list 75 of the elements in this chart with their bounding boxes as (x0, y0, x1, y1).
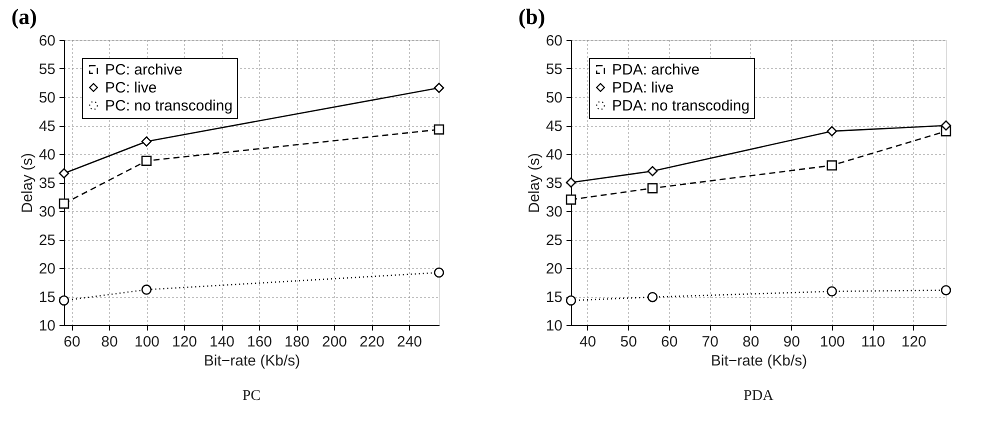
x-tick-label: 40 (579, 334, 596, 350)
point (826, 286, 837, 296)
point (434, 82, 444, 93)
x-tick-label: 180 (284, 334, 310, 350)
y-tick-label: 30 (38, 204, 56, 220)
y-tick-label: 15 (38, 289, 56, 306)
legend-label: PDA: live (612, 80, 674, 96)
legend-label: PC: archive (105, 62, 183, 78)
y-tick-label: 10 (546, 318, 562, 334)
y-tick-label: 35 (546, 175, 562, 192)
x-tick-label: 60 (64, 334, 80, 350)
point (58, 168, 70, 178)
chart-title: (a) (11, 4, 37, 29)
x-tick-label: 80 (742, 334, 760, 350)
y-tick-label: 50 (38, 90, 56, 106)
point (647, 183, 658, 194)
y-tick-label: 40 (38, 146, 56, 164)
y-tick-label: 45 (546, 118, 562, 135)
x-axis-title: Bit−rate (Kb/s) (710, 352, 808, 370)
legend-label: PC: no transcoding (105, 98, 233, 114)
y-tick-label: 40 (546, 146, 562, 164)
y-axis-title: Delay (s) (18, 152, 36, 214)
y-tick-label: 15 (546, 289, 562, 306)
y-tick-label: 25 (38, 232, 56, 249)
text: PDA (743, 388, 774, 404)
y-axis-title: Delay (s) (526, 152, 543, 214)
x-tick-label: 100 (134, 334, 160, 350)
point (647, 292, 658, 302)
x-tick-label: 160 (246, 334, 272, 350)
y-tick-label: 60 (546, 32, 562, 50)
x-tick-label: 120 (172, 334, 198, 350)
point (58, 198, 70, 209)
y-tick-label: 50 (546, 90, 562, 106)
point (434, 124, 444, 135)
y-tick-label: 30 (546, 204, 562, 220)
chart-title: (b) (518, 4, 546, 29)
y-tick-label: 20 (38, 260, 56, 278)
point (566, 177, 576, 188)
point (434, 267, 444, 278)
legend-label: PC: live (105, 80, 157, 96)
point (141, 136, 152, 147)
y-tick-label: 60 (38, 32, 56, 50)
legend-label: PDA: archive (612, 62, 700, 78)
point (826, 160, 837, 171)
x-tick-label: 80 (101, 334, 118, 350)
point (940, 285, 952, 296)
x-tick-label: 140 (209, 334, 235, 350)
x-tick-label: 120 (901, 334, 926, 350)
x-tick-label: 100 (820, 334, 845, 350)
point (940, 120, 952, 131)
y-tick-label: 55 (546, 61, 562, 78)
x-tick-label: 70 (702, 334, 718, 350)
x-tick-label: 200 (322, 334, 348, 350)
x-tick-label: 60 (660, 334, 678, 350)
legend-label: PDA: no transcoding (612, 98, 750, 114)
point (566, 295, 576, 306)
point (58, 295, 70, 306)
x-tick-label: 220 (359, 334, 385, 350)
y-tick-label: 45 (38, 118, 56, 135)
x-tick-label: 50 (620, 334, 637, 350)
point (141, 156, 152, 166)
y-tick-label: 35 (38, 175, 56, 192)
y-tick-label: 20 (546, 260, 562, 278)
y-tick-label: 55 (38, 61, 56, 78)
x-tick-label: 240 (396, 334, 422, 350)
point (566, 194, 576, 205)
x-tick-label: 110 (861, 334, 886, 350)
text: PC (242, 388, 261, 404)
point (647, 166, 658, 176)
point (141, 284, 152, 295)
y-tick-label: 10 (38, 318, 56, 334)
y-tick-label: 25 (546, 232, 562, 249)
point (826, 126, 837, 136)
x-tick-label: 90 (783, 334, 800, 350)
x-axis-title: Bit−rate (Kb/s) (204, 352, 300, 370)
